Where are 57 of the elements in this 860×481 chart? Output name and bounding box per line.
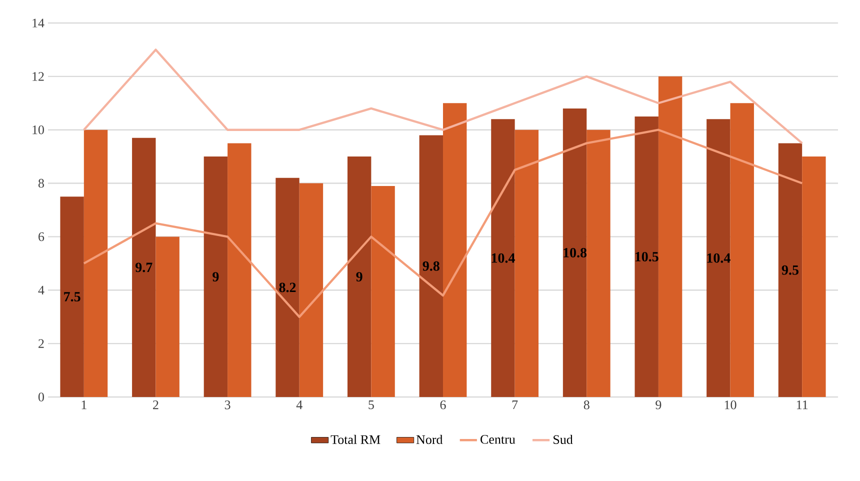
bar [730,103,754,397]
data-label: 10.8 [564,248,587,258]
bar [84,130,108,397]
line-series [82,48,804,144]
legend-label: Sud [554,434,573,444]
y-tick-label: 2 [38,339,44,348]
data-label: 8.2 [279,282,296,292]
bar [299,183,324,397]
x-tick-label: 9 [656,400,662,410]
data-label: 10.5 [635,252,658,262]
x-tick-label: 2 [153,400,158,410]
data-label: 9.8 [422,261,440,271]
bar [802,156,826,397]
bar [156,236,180,397]
bar [419,135,444,397]
bar [491,119,515,397]
data-label: 9 [356,272,362,282]
legend-label: Total RM [330,434,380,444]
bar [562,108,587,397]
y-tick-label: 10 [32,125,44,134]
x-tick-label: 7 [512,400,518,410]
bar [514,130,539,397]
data-label: 9.5 [782,265,798,275]
bar [371,186,395,397]
y-tick-label: 6 [38,232,44,242]
bar [443,103,467,397]
y-tick-label: 8 [38,178,44,188]
y-tick-label: 14 [32,18,44,28]
bar [276,178,300,397]
data-label: 9 [212,272,219,282]
legend-label: Centru [480,435,516,444]
bar [586,130,610,397]
bar [634,116,658,397]
data-label: 9.7 [136,262,152,272]
x-tick-label: 11 [796,400,808,410]
bar [228,143,252,397]
x-tick-label: 6 [440,400,446,410]
x-tick-label: 3 [224,400,230,410]
y-tick-label: 0 [38,392,44,402]
bar [132,138,156,397]
bar [204,156,228,397]
y-tick-label: 4 [38,286,44,294]
x-tick-label: 5 [368,400,374,410]
data-label: 10.4 [492,253,515,263]
data-label: 10.4 [707,253,730,263]
x-tick-label: 8 [584,400,590,410]
bar [60,196,84,397]
x-tick-label: 4 [296,400,302,410]
x-tick-label: 10 [724,400,736,410]
data-label: 7.5 [64,292,80,302]
y-tick-label: 12 [32,72,44,81]
bar [778,143,802,397]
bar [706,119,730,397]
bar [347,156,372,397]
legend-label: Nord [416,434,443,444]
x-tick-label: 1 [82,400,86,410]
bar [658,76,682,397]
